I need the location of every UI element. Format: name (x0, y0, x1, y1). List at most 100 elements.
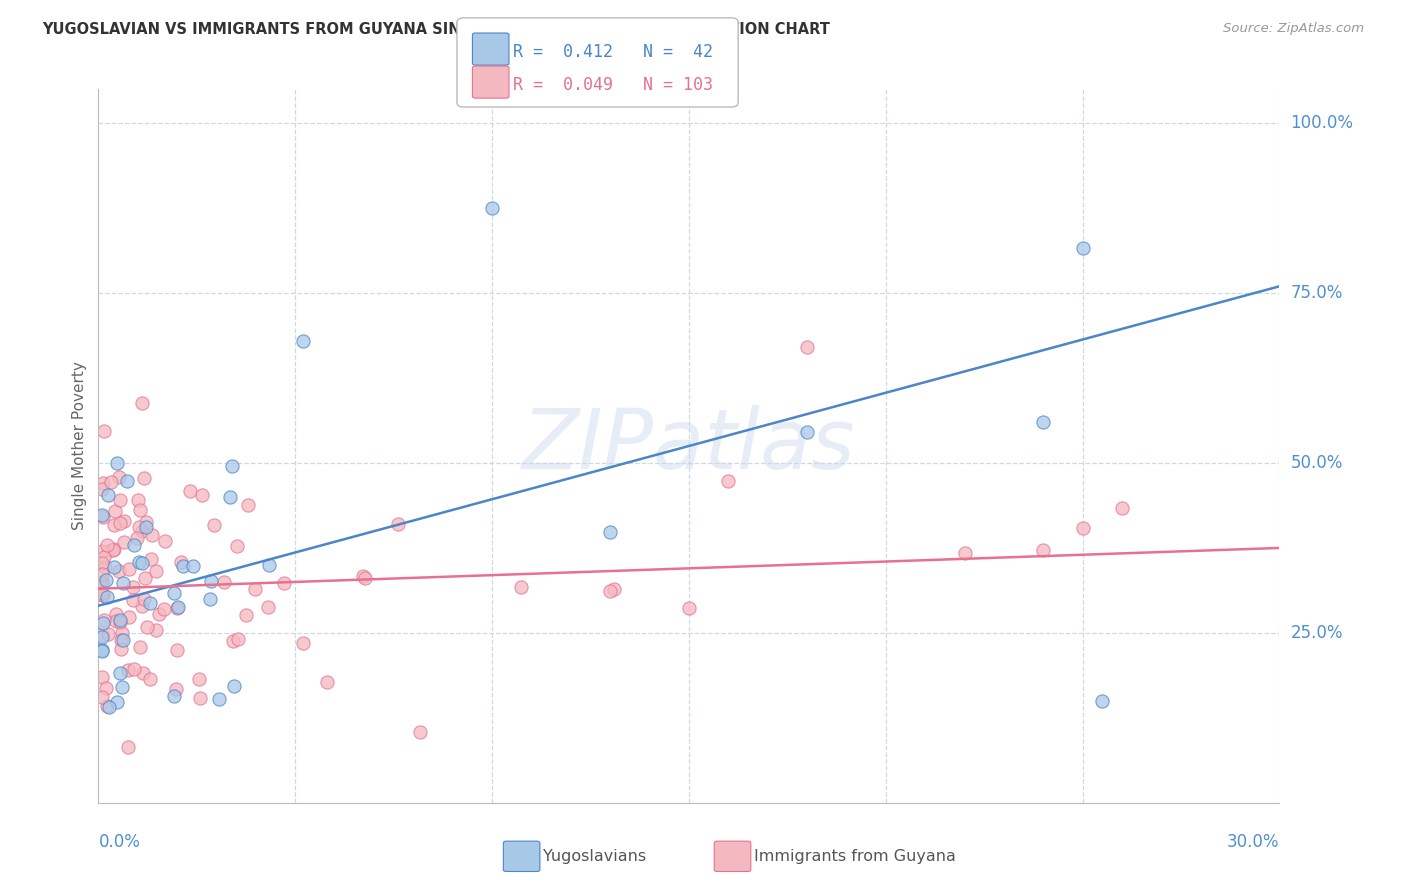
Point (138, 596, 160, 610)
Point (131, 524, 153, 539)
Point (91, 588, 114, 602)
Text: 30.0%: 30.0% (1227, 833, 1279, 851)
Point (132, 666, 155, 681)
Point (221, 633, 243, 648)
Point (118, 610, 141, 624)
Point (139, 673, 162, 687)
Point (292, 635, 315, 649)
Point (122, 593, 145, 607)
Point (481, 201, 503, 215)
Point (228, 632, 250, 647)
Point (94, 681, 117, 695)
Point (170, 555, 193, 569)
Point (103, 518, 125, 533)
Point (1032, 415, 1054, 429)
Point (97, 488, 120, 502)
Point (128, 520, 150, 534)
Point (96, 627, 118, 641)
Point (107, 470, 129, 484)
Point (224, 679, 246, 693)
Point (112, 514, 135, 528)
Point (352, 569, 374, 583)
Point (200, 574, 222, 589)
Text: R =  0.049   N = 103: R = 0.049 N = 103 (513, 76, 713, 94)
Point (91, 482, 114, 496)
Point (105, 456, 128, 470)
Point (145, 564, 167, 578)
Point (112, 576, 135, 591)
Point (93, 549, 115, 564)
Point (1111, 501, 1133, 516)
Point (122, 538, 145, 552)
Point (108, 615, 131, 629)
Point (214, 574, 236, 589)
Point (191, 487, 214, 501)
Point (93, 613, 115, 627)
Point (179, 484, 201, 499)
Text: Immigrants from Guyana: Immigrants from Guyana (754, 849, 956, 863)
Point (131, 599, 153, 614)
Point (91, 586, 114, 600)
Point (1091, 694, 1114, 708)
Point (117, 474, 139, 488)
Point (129, 503, 152, 517)
Point (218, 490, 240, 504)
Point (226, 539, 249, 553)
Point (127, 492, 149, 507)
Point (509, 580, 531, 594)
Point (235, 608, 257, 623)
Point (166, 643, 188, 657)
Point (91, 575, 114, 590)
Point (93, 510, 115, 524)
Point (259, 558, 281, 573)
Point (91, 643, 114, 657)
Point (103, 542, 125, 557)
Point (100, 543, 122, 558)
Point (103, 543, 125, 558)
Point (110, 642, 132, 657)
Text: YUGOSLAVIAN VS IMMIGRANTS FROM GUYANA SINGLE MOTHER POVERTY CORRELATION CHART: YUGOSLAVIAN VS IMMIGRANTS FROM GUYANA SI… (42, 22, 830, 37)
Point (603, 582, 626, 596)
Point (111, 626, 134, 640)
Point (94, 560, 117, 574)
Point (129, 640, 152, 654)
Y-axis label: Single Mother Poverty: Single Mother Poverty (72, 361, 87, 531)
Point (136, 620, 159, 634)
Point (96, 698, 118, 713)
Point (148, 607, 170, 621)
Point (91, 628, 114, 642)
Point (387, 516, 409, 531)
Point (163, 689, 186, 703)
Point (117, 562, 139, 576)
Point (98, 700, 121, 714)
Point (94, 573, 117, 587)
Text: 100.0%: 100.0% (1291, 114, 1354, 132)
Point (91, 643, 114, 657)
Point (188, 672, 211, 686)
Point (172, 559, 194, 574)
Point (1032, 543, 1054, 558)
Point (273, 576, 295, 591)
Text: R =  0.412   N =  42: R = 0.412 N = 42 (513, 43, 713, 61)
Point (796, 341, 818, 355)
Point (111, 632, 134, 647)
Point (153, 533, 176, 548)
Point (354, 571, 377, 585)
Point (1071, 521, 1094, 535)
Text: 0.0%: 0.0% (98, 833, 141, 851)
Text: 25.0%: 25.0% (1291, 624, 1343, 642)
Point (100, 475, 122, 489)
Point (291, 334, 314, 348)
Point (105, 607, 128, 621)
Point (236, 498, 259, 512)
Point (108, 493, 131, 508)
Point (135, 520, 157, 534)
Point (110, 613, 132, 627)
Point (599, 583, 621, 598)
Point (141, 551, 163, 566)
Point (91, 556, 114, 570)
Text: Source: ZipAtlas.com: Source: ZipAtlas.com (1223, 22, 1364, 36)
Point (103, 560, 125, 574)
Point (163, 586, 186, 600)
Point (91, 566, 114, 581)
